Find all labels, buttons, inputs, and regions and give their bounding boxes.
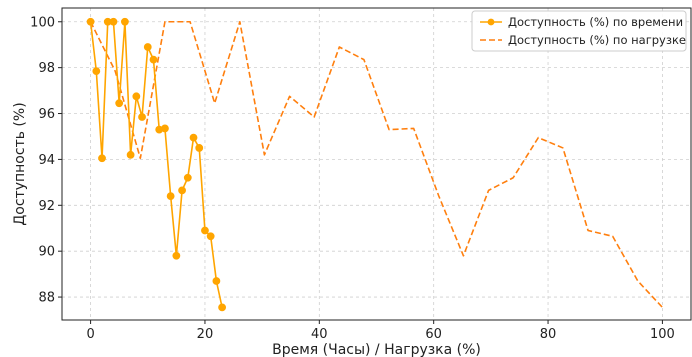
legend-box [471, 10, 687, 52]
data-point [121, 17, 129, 26]
x-tick-label: 80 [540, 327, 557, 342]
data-point [161, 124, 169, 133]
data-point [92, 67, 101, 75]
data-point [183, 173, 192, 182]
data-point [218, 303, 227, 312]
y-tick-label: 98 [38, 61, 55, 76]
legend-label-1: Доступность (%) по нагрузке [508, 33, 686, 47]
x-tick-label: 40 [311, 327, 328, 342]
data-point [138, 113, 146, 121]
data-point [189, 133, 198, 142]
data-point [172, 251, 181, 260]
legend-label-0: Доступность (%) по времени [508, 15, 683, 29]
data-point [149, 55, 158, 64]
data-point [206, 232, 215, 241]
y-axis-label: Доступность (%) [12, 102, 28, 225]
ticks: 0 20 40 60 80 100 88 90 92 94 96 98 100 [30, 15, 675, 342]
plot-frame [61, 7, 692, 321]
data-point [212, 277, 221, 285]
x-tick-label: 0 [86, 327, 94, 342]
x-axis-label: Время (Часы) / Нагрузка (%) [272, 342, 481, 357]
y-tick-label: 96 [38, 107, 55, 122]
data-point [132, 92, 141, 101]
data-point [166, 192, 175, 201]
x-tick-label: 20 [197, 327, 214, 342]
x-tick-label: 100 [650, 327, 675, 342]
y-tick-label: 88 [38, 291, 55, 306]
data-point [86, 17, 95, 26]
series-line-1 [89, 20, 663, 308]
data-point [109, 17, 118, 26]
legend-marker-0 [487, 18, 495, 26]
y-tick-label: 94 [38, 153, 55, 168]
data-point [98, 154, 106, 163]
grid [62, 8, 691, 320]
data-point [195, 144, 204, 152]
data-point [115, 99, 124, 108]
data-point [126, 150, 135, 159]
y-tick-label: 92 [38, 199, 55, 214]
y-tick-label: 90 [38, 245, 55, 260]
legend: Доступность (%) по времени Доступность (%… [471, 10, 687, 52]
series-layer [86, 17, 663, 312]
y-tick-label: 100 [30, 15, 55, 30]
data-point [201, 226, 209, 235]
data-point [143, 43, 152, 51]
x-tick-label: 60 [425, 327, 442, 342]
data-point [178, 186, 186, 195]
